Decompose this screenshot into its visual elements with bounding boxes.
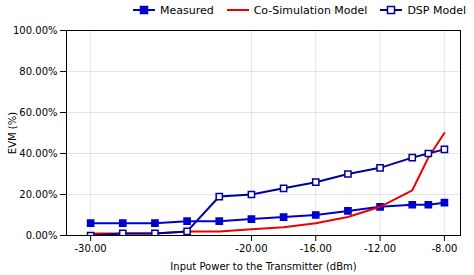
svg-text:80.00%: 80.00% <box>19 66 57 77</box>
svg-text:-12.00: -12.00 <box>364 243 396 254</box>
html-text:Measured: Measured <box>160 3 214 17</box>
svg-text:-8.00: -8.00 <box>431 243 457 254</box>
svg-text:40.00%: 40.00% <box>19 148 57 159</box>
svg-text:20.00%: 20.00% <box>19 189 57 200</box>
svg-text:Input Power to the Transmitter: Input Power to the Transmitter (dBm) <box>170 261 356 272</box>
svg-text:60.00%: 60.00% <box>19 107 57 118</box>
svg-text:100.00%: 100.00% <box>13 25 58 36</box>
html-text:Co-Simulation Model: Co-Simulation Model <box>253 3 368 17</box>
svg-text:EVM (%): EVM (%) <box>7 112 18 154</box>
svg-text:0.00%: 0.00% <box>26 230 58 241</box>
html-text:DSP Model: DSP Model <box>407 3 466 17</box>
svg-text:-16.00: -16.00 <box>300 243 332 254</box>
svg-text:-20.00: -20.00 <box>235 243 267 254</box>
svg-text:-30.00: -30.00 <box>74 243 106 254</box>
